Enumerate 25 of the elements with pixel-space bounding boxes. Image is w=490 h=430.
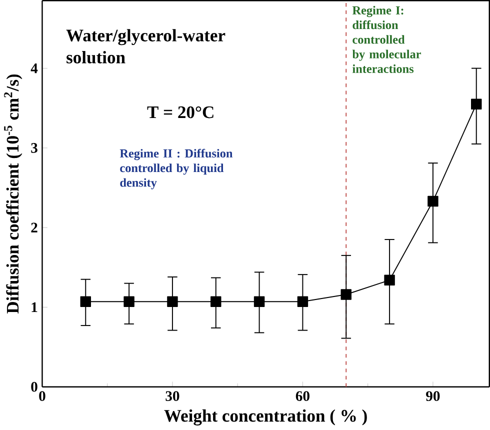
annotation: Regime I: diffusion controlled by molecular interactions: [352, 6, 421, 74]
point: [340, 289, 352, 300]
point: [124, 296, 134, 308]
point: [471, 99, 482, 110]
x-tick-label: 0: [39, 391, 46, 402]
y-tick-label: 0: [31, 382, 38, 392]
point: [428, 196, 438, 207]
x-tick-label: 90: [426, 391, 440, 402]
x-axis-title: Weight concentration ( % ): [164, 410, 367, 426]
point: [80, 296, 91, 308]
y-tick-label: 4: [30, 64, 38, 74]
annotation: T = 20°C: [147, 106, 214, 118]
x-tick-label: 60: [296, 391, 310, 402]
point: [384, 275, 395, 286]
y-axis-title: Diffusion coefficient (10$^{-5}$ cm$^{2}$/s): [4, 74, 22, 314]
y-tick-label: 2: [31, 222, 38, 233]
y-tick-label: 1: [32, 302, 38, 312]
annotation: Water/glycerol-water solution: [66, 29, 226, 64]
point: [167, 296, 178, 308]
y-tick-label: 3: [31, 143, 38, 154]
point: [297, 296, 308, 308]
annotation: Regime II : Diffusion controlled by liquid density: [120, 149, 233, 190]
point: [254, 296, 265, 308]
point: [210, 296, 222, 308]
x-tick-label: 30: [166, 391, 180, 402]
